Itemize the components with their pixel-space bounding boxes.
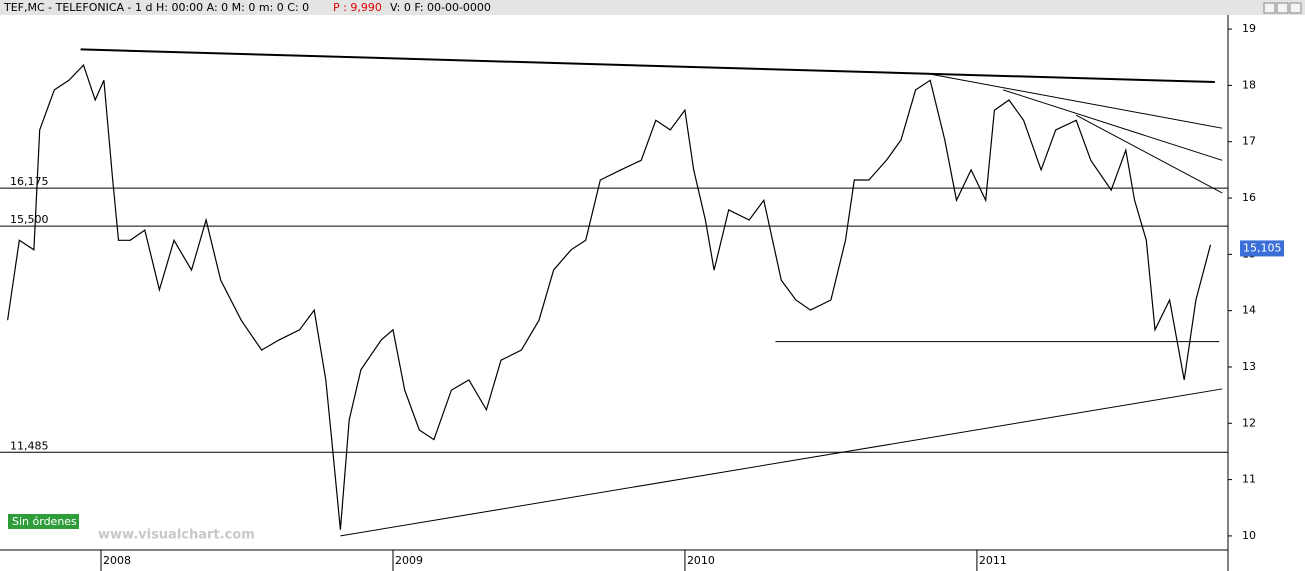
- x-tick-label: 2010: [687, 554, 715, 567]
- status-badge: [8, 514, 79, 529]
- header-price: P : 9,990: [333, 1, 382, 14]
- header-info: V: 0 F: 00-00-0000: [390, 1, 491, 14]
- price-line: [7, 63, 1212, 530]
- minimize-button[interactable]: [1263, 2, 1276, 14]
- trend-line: [1075, 114, 1223, 194]
- maximize-button[interactable]: [1276, 2, 1289, 14]
- y-tick-label: 19: [1242, 22, 1256, 35]
- last-price-box: [1240, 240, 1284, 257]
- x-tick-label: 2009: [395, 554, 423, 567]
- y-tick-label: 14: [1242, 304, 1256, 317]
- y-tick-label: 18: [1242, 78, 1256, 91]
- status-text: Sin órdenes: [12, 515, 77, 528]
- watermark: www.visualchart.com: [98, 528, 255, 543]
- level-label: 16,175: [10, 175, 49, 188]
- level-label: 11,485: [10, 439, 49, 452]
- y-tick-label: 16: [1242, 191, 1256, 204]
- y-tick-label: 12: [1242, 416, 1256, 429]
- trend-line: [1003, 89, 1223, 161]
- last-price-label: 15,105: [1243, 241, 1282, 254]
- y-tick-label: 13: [1242, 360, 1256, 373]
- trend-line: [930, 73, 1223, 129]
- y-tick-label: 10: [1242, 529, 1256, 542]
- window-buttons: [1263, 2, 1302, 14]
- trend-line: [80, 48, 1215, 84]
- header-text: TEF,MC - TELEFONICA - 1 d H: 00:00 A: 0 …: [3, 1, 309, 14]
- y-tick-label: 17: [1242, 135, 1256, 148]
- x-tick-label: 2011: [979, 554, 1007, 567]
- level-label: 15,500: [10, 213, 49, 226]
- x-tick-label: 2008: [103, 554, 131, 567]
- close-button[interactable]: [1289, 2, 1302, 14]
- y-tick-label: 11: [1242, 473, 1256, 486]
- header-bar: [0, 0, 1305, 15]
- trend-line: [340, 388, 1223, 537]
